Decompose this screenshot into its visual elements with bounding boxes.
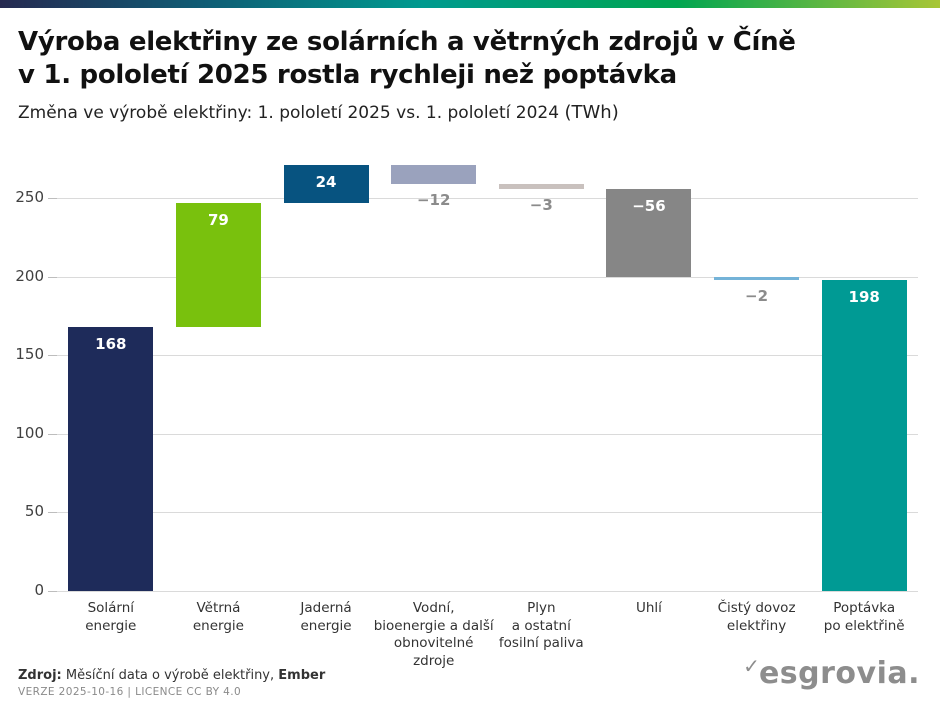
bar-3 <box>283 164 369 203</box>
tick-150 <box>48 355 57 357</box>
tick-200 <box>48 276 57 278</box>
esgrovia-logo: ✓ esgrovia. <box>743 654 920 692</box>
source-text: Měsíční data o výrobě elektřiny, <box>61 668 279 683</box>
x-axis-label: Větrná energie <box>192 600 244 634</box>
tick-100 <box>48 433 57 435</box>
bar-4 <box>391 164 477 184</box>
gridline-0 <box>57 591 918 592</box>
tick-250 <box>48 198 57 199</box>
gridline-250 <box>57 198 918 199</box>
bar-value-label: −3 <box>529 195 553 214</box>
bar-value-label: −56 <box>632 196 666 215</box>
bar-value-label: 198 <box>848 287 880 306</box>
bar-value-label: 24 <box>315 172 337 191</box>
tick-50 <box>48 512 57 514</box>
checkmark-icon: ✓ <box>743 654 760 678</box>
chart-subtitle: Změna ve výrobě elektřiny: 1. pololetí 2… <box>18 102 619 123</box>
bar-7 <box>714 276 800 281</box>
gridline-200 <box>57 276 918 278</box>
x-axis-label: Jaderná energie <box>300 600 352 634</box>
bar-value-label: 79 <box>208 210 229 229</box>
version-license-line: VERZE 2025-10-16 | LICENCE CC BY 4.0 <box>18 686 242 698</box>
bar-value-label: 168 <box>95 334 127 353</box>
y-axis-label-200: 200 <box>15 266 44 285</box>
bar-1 <box>68 326 154 591</box>
x-axis-label: Solární energie <box>85 600 137 634</box>
bar-value-label: −12 <box>416 190 451 209</box>
logo-wordmark: esgrovia. <box>758 656 920 691</box>
x-axis-label: Uhlí <box>635 600 662 616</box>
x-axis-label: Plyn a ostatní fosilní paliva <box>498 600 584 652</box>
bar-6 <box>606 188 692 277</box>
unit-label: (TWh) <box>564 102 619 123</box>
bar-value-label: −2 <box>745 287 769 306</box>
y-axis-label-0: 0 <box>34 581 44 599</box>
page-title-line2: v 1. pololetí 2025 rostla rychleji než p… <box>18 60 677 91</box>
x-axis-label: Poptávka po elektřině <box>823 600 905 634</box>
bar-5 <box>498 183 584 189</box>
y-axis-label-50: 50 <box>24 502 44 521</box>
gridline-50 <box>57 512 918 514</box>
bar-8 <box>821 279 907 591</box>
source-line: Zdroj: Měsíční data o výrobě elektřiny, … <box>18 668 325 683</box>
x-axis-label: Čistý dovoz elektřiny <box>717 600 796 634</box>
source-org: Ember <box>278 668 326 683</box>
bar-2 <box>175 202 261 327</box>
page-title: Výroba elektřiny ze solárních a větrných… <box>18 26 898 93</box>
x-axis-label: Vodní, bioenergie a další obnovitelné zd… <box>373 600 494 669</box>
tick-0 <box>48 591 57 592</box>
gridline-100 <box>57 433 918 435</box>
y-axis-label-100: 100 <box>15 423 44 442</box>
y-axis-label-150: 150 <box>15 345 44 364</box>
gridline-150 <box>57 355 918 357</box>
y-axis-label-250: 250 <box>15 188 44 206</box>
brand-gradient-bar <box>0 0 940 8</box>
page-title-line1: Výroba elektřiny ze solárních a větrných… <box>18 27 796 57</box>
source-prefix: Zdroj: <box>18 668 62 683</box>
